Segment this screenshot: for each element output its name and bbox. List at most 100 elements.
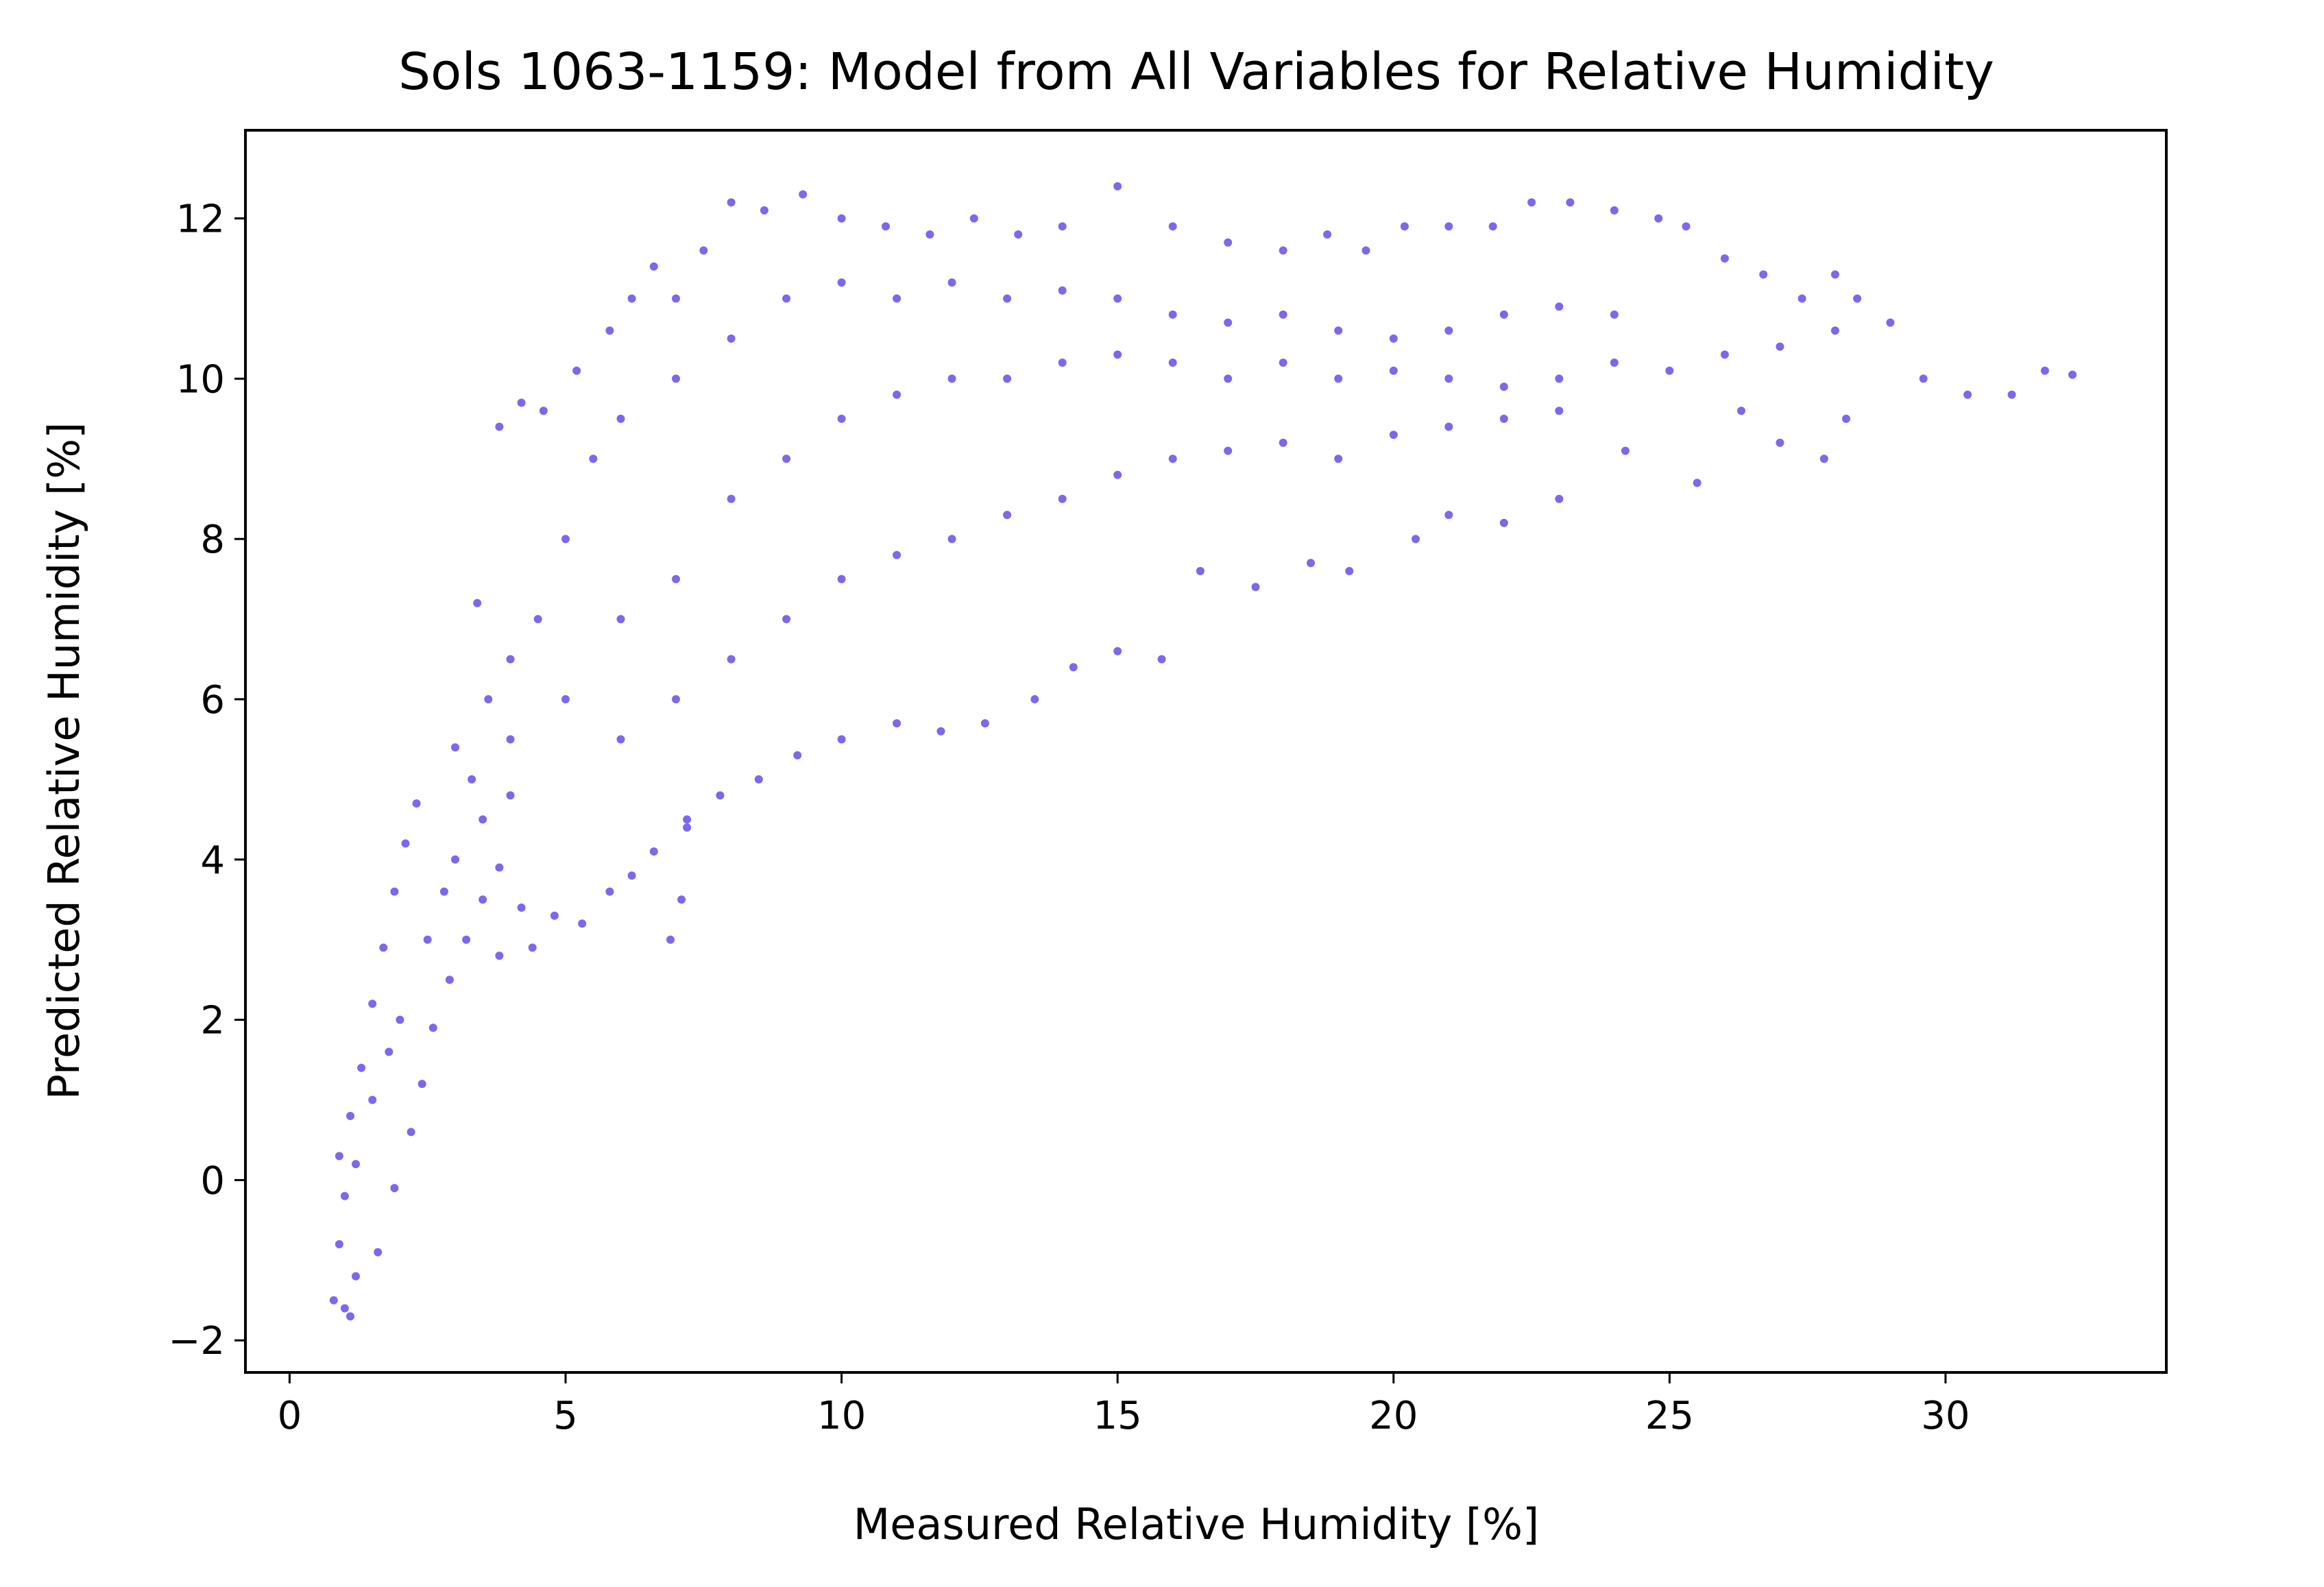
data-point [390,887,399,896]
data-point [468,775,476,784]
data-point [837,278,846,287]
data-point [2007,390,2016,399]
data-point [1759,270,1768,279]
data-point [1251,583,1260,592]
data-point [1224,318,1233,327]
x-tick-label: 15 [1093,1394,1142,1438]
data-point [760,206,768,215]
data-point [1555,407,1564,415]
data-point [677,895,686,904]
data-point [1389,431,1398,439]
x-tick-label: 0 [278,1394,302,1438]
data-point [925,230,934,239]
plot-area-frame [244,129,2168,1374]
data-point [1113,294,1122,303]
y-axis-ticks: −2 0 2 4 6 8 10 12 [168,197,245,1364]
data-point [479,895,487,904]
data-point [1307,559,1315,568]
data-point [1003,294,1012,303]
data-point [1400,222,1409,231]
data-point [561,695,570,703]
data-point [1919,374,1928,383]
data-point [407,1128,415,1137]
data-point [683,823,692,832]
data-point [517,398,526,407]
data-point [1819,455,1828,463]
data-point [1527,198,1536,207]
data-point [357,1063,366,1072]
y-tick-label: 2 [200,999,225,1043]
scatter-points [329,182,2077,1321]
data-point [1776,438,1784,447]
data-point [401,839,410,848]
data-point [1157,655,1166,664]
data-point [1003,374,1012,383]
data-point [1361,246,1370,255]
data-point [578,919,587,928]
data-point [672,374,680,383]
data-point [1444,422,1453,431]
data-point [368,1000,377,1008]
data-point [506,655,515,664]
data-point [837,214,846,223]
data-point [727,494,736,503]
data-point [1610,310,1619,319]
x-tick-label: 20 [1369,1394,1418,1438]
data-point [561,535,570,544]
data-point [1963,390,1972,399]
data-point [605,887,614,896]
data-point [947,278,956,287]
data-point [649,262,658,271]
data-point [473,598,482,607]
x-tick-label: 10 [817,1394,866,1438]
data-point [528,943,537,952]
data-point [1555,374,1564,383]
data-point [782,455,791,463]
data-point [1886,318,1895,327]
data-point [1682,222,1691,231]
data-point [1334,326,1343,335]
data-point [1499,310,1508,319]
data-point [352,1272,360,1281]
data-point [837,414,846,423]
x-axis-ticks: 0 5 10 15 20 25 30 [278,1372,1970,1438]
x-tick-label: 5 [553,1394,578,1438]
data-point [837,735,846,744]
data-point [346,1111,354,1120]
data-point [1224,238,1233,247]
y-tick-label: 0 [200,1159,225,1203]
x-axis-label: Measured Relative Humidity [%] [854,1499,1539,1549]
data-point [2040,366,2049,375]
data-point [1334,455,1343,463]
data-point [462,935,471,944]
data-point [506,735,515,744]
data-point [666,935,675,944]
data-point [1720,254,1729,263]
y-tick-label: 12 [176,197,225,242]
data-point [589,455,598,463]
data-point [947,535,956,544]
data-point [1830,326,1839,335]
data-point [550,911,559,920]
data-point [1168,222,1177,231]
data-point [893,550,901,559]
data-point [672,294,680,303]
data-point [799,190,808,199]
data-point [649,847,658,856]
data-point [439,887,448,896]
data-point [1412,535,1420,544]
data-point [428,1023,437,1032]
data-point [616,615,625,624]
data-point [506,791,515,800]
data-point [969,214,978,223]
data-point [980,719,989,728]
data-point [1830,270,1839,279]
data-point [346,1312,354,1321]
data-point [616,414,625,423]
y-tick-label: 6 [200,678,225,723]
data-point [699,246,708,255]
data-point [2068,370,2077,379]
data-point [1334,374,1343,383]
data-point [672,695,680,703]
